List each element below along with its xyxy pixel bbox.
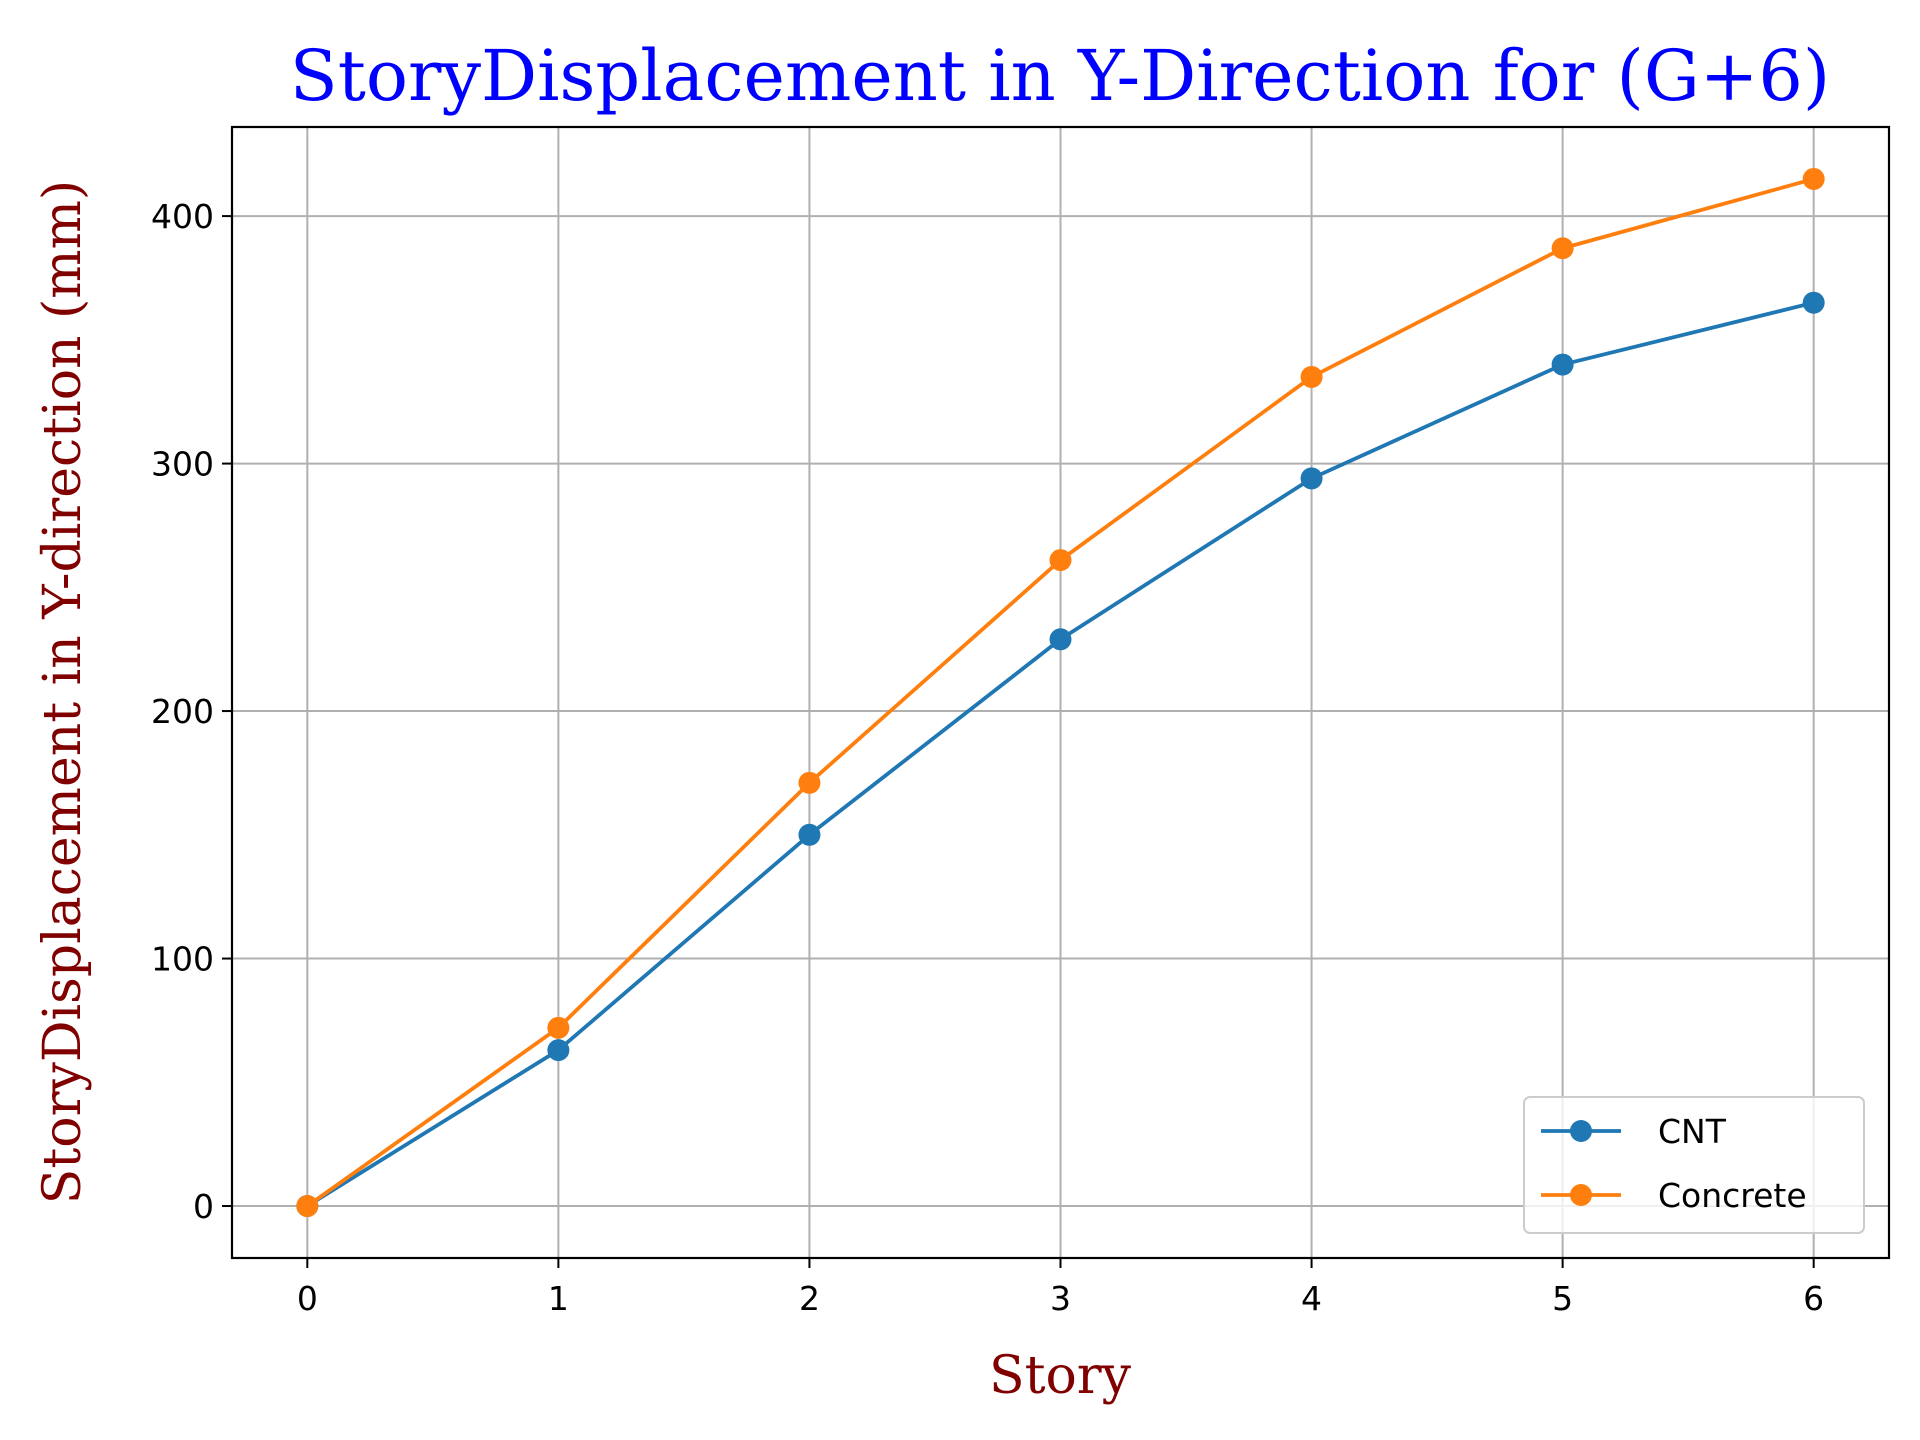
chart-title: StoryDisplacement in Y-Direction for (G+… [290,35,1830,117]
data-point-cnt [1300,467,1323,490]
data-point-cnt [1802,291,1825,314]
y-tick-label: 400 [151,197,214,236]
y-axis-label: StoryDisplacement in Y-direction (mm) [33,180,93,1204]
data-point-concrete [1300,365,1323,388]
x-tick-label: 2 [799,1279,820,1318]
data-point-concrete [1551,237,1574,260]
legend-label-concrete: Concrete [1658,1176,1807,1215]
data-point-cnt [547,1039,570,1062]
data-point-concrete [296,1195,319,1218]
axis-ticks: 0 1 2 3 4 5 6 0 100 200 300 400 [151,197,1824,1318]
x-axis-label: Story [989,1346,1132,1406]
legend-marker-concrete [1570,1184,1592,1206]
data-point-cnt [1049,628,1072,651]
legend: CNT Concrete [1523,1096,1865,1234]
y-tick-label: 300 [151,445,214,484]
x-tick-label: 6 [1803,1279,1824,1318]
x-tick-label: 4 [1301,1279,1322,1318]
legend-label-cnt: CNT [1658,1112,1727,1151]
y-tick-label: 200 [151,692,214,731]
x-tick-label: 1 [548,1279,569,1318]
y-tick-label: 100 [151,940,214,979]
data-point-concrete [1049,549,1072,572]
grid [232,127,1889,1258]
data-point-cnt [1551,353,1574,376]
data-point-cnt [798,823,821,846]
data-series [296,167,1825,1218]
legend-marker-cnt [1570,1120,1592,1142]
data-point-concrete [798,771,821,794]
x-tick-label: 3 [1050,1279,1071,1318]
data-point-concrete [547,1016,570,1039]
y-tick-label: 0 [193,1187,214,1226]
x-tick-label: 0 [297,1279,318,1318]
data-point-concrete [1802,167,1825,190]
x-tick-label: 5 [1552,1279,1573,1318]
